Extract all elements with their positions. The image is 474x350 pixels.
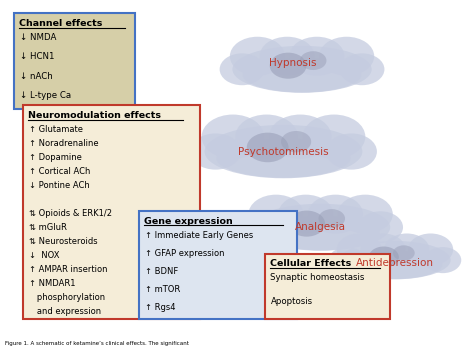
Circle shape	[300, 51, 327, 70]
Circle shape	[337, 195, 393, 234]
Text: Gene expression: Gene expression	[144, 217, 233, 226]
Circle shape	[248, 195, 304, 234]
Text: Psychotomimesis: Psychotomimesis	[238, 147, 329, 156]
Text: ↓  NOX: ↓ NOX	[29, 251, 59, 260]
Text: ↑ Immediate Early Genes: ↑ Immediate Early Genes	[145, 231, 253, 239]
Text: ↑ BDNF: ↑ BDNF	[145, 267, 178, 276]
Text: Antidepression: Antidepression	[356, 258, 434, 268]
Circle shape	[270, 52, 307, 79]
FancyBboxPatch shape	[23, 105, 200, 319]
Text: Hypnosis: Hypnosis	[269, 58, 317, 68]
Circle shape	[289, 37, 345, 76]
Text: ⇅ Opioids & ERK1/2: ⇅ Opioids & ERK1/2	[29, 209, 112, 218]
Text: ↓ L-type Ca: ↓ L-type Ca	[19, 91, 71, 100]
Circle shape	[288, 211, 325, 237]
Circle shape	[319, 209, 345, 228]
Text: Apoptosis: Apoptosis	[271, 297, 312, 306]
Circle shape	[308, 195, 363, 234]
Text: Analgesia: Analgesia	[295, 222, 346, 232]
Text: ↑ Rgs4: ↑ Rgs4	[145, 303, 175, 312]
Ellipse shape	[339, 241, 451, 279]
Text: ↓ HCN1: ↓ HCN1	[19, 52, 54, 62]
Circle shape	[425, 247, 461, 273]
Text: Neuromodulation effects: Neuromodulation effects	[28, 111, 161, 120]
Text: ↓ NMDA: ↓ NMDA	[19, 33, 56, 42]
Text: Synaptic homeostasis: Synaptic homeostasis	[271, 273, 365, 282]
Circle shape	[337, 233, 382, 265]
Ellipse shape	[232, 46, 372, 93]
Ellipse shape	[216, 138, 351, 178]
Text: phosphorylation: phosphorylation	[29, 293, 105, 302]
Text: ↑ GFAP expression: ↑ GFAP expression	[145, 248, 225, 258]
Circle shape	[235, 114, 298, 159]
Text: ⇅ Neurosteroids: ⇅ Neurosteroids	[29, 237, 98, 246]
Circle shape	[369, 246, 399, 268]
Text: ↑ Glutamate: ↑ Glutamate	[29, 125, 83, 134]
Text: Figure 1. A schematic of ketamine’s clinical effects. The significant: Figure 1. A schematic of ketamine’s clin…	[5, 342, 189, 346]
Ellipse shape	[261, 216, 380, 250]
Circle shape	[260, 37, 315, 76]
Text: Cellular Effects: Cellular Effects	[270, 259, 351, 268]
Circle shape	[384, 233, 429, 265]
Circle shape	[247, 133, 289, 162]
Text: ↑ Dopamine: ↑ Dopamine	[29, 153, 82, 162]
Text: and expression: and expression	[29, 307, 101, 316]
FancyBboxPatch shape	[139, 211, 297, 319]
Ellipse shape	[204, 125, 363, 178]
Text: ↑ Noradrenaline: ↑ Noradrenaline	[29, 139, 99, 148]
FancyBboxPatch shape	[14, 13, 135, 109]
Ellipse shape	[251, 204, 390, 251]
Circle shape	[269, 114, 332, 159]
Circle shape	[190, 133, 241, 170]
Text: ↑ AMPAR insertion: ↑ AMPAR insertion	[29, 265, 108, 274]
Circle shape	[339, 54, 384, 85]
FancyBboxPatch shape	[265, 253, 390, 319]
Circle shape	[326, 133, 377, 170]
Text: ⇅ mGluR: ⇅ mGluR	[29, 223, 67, 232]
Circle shape	[238, 211, 283, 243]
Circle shape	[358, 211, 403, 243]
Circle shape	[278, 195, 333, 234]
Text: ↑ mTOR: ↑ mTOR	[145, 285, 180, 294]
Circle shape	[281, 131, 311, 152]
Text: ↓ Pontine ACh: ↓ Pontine ACh	[29, 181, 90, 190]
Circle shape	[201, 114, 264, 159]
Circle shape	[230, 37, 285, 76]
Text: ↑ NMDAR1: ↑ NMDAR1	[29, 279, 75, 288]
Ellipse shape	[347, 251, 442, 279]
Text: ↓ nACh: ↓ nACh	[19, 72, 52, 81]
Circle shape	[219, 54, 264, 85]
Circle shape	[360, 233, 406, 265]
Text: Channel effects: Channel effects	[18, 19, 102, 28]
Circle shape	[408, 233, 453, 265]
Ellipse shape	[243, 58, 361, 92]
Text: ↑ Cortical ACh: ↑ Cortical ACh	[29, 167, 90, 176]
Circle shape	[393, 245, 415, 261]
Circle shape	[319, 37, 374, 76]
Circle shape	[328, 247, 365, 273]
Circle shape	[302, 114, 365, 159]
